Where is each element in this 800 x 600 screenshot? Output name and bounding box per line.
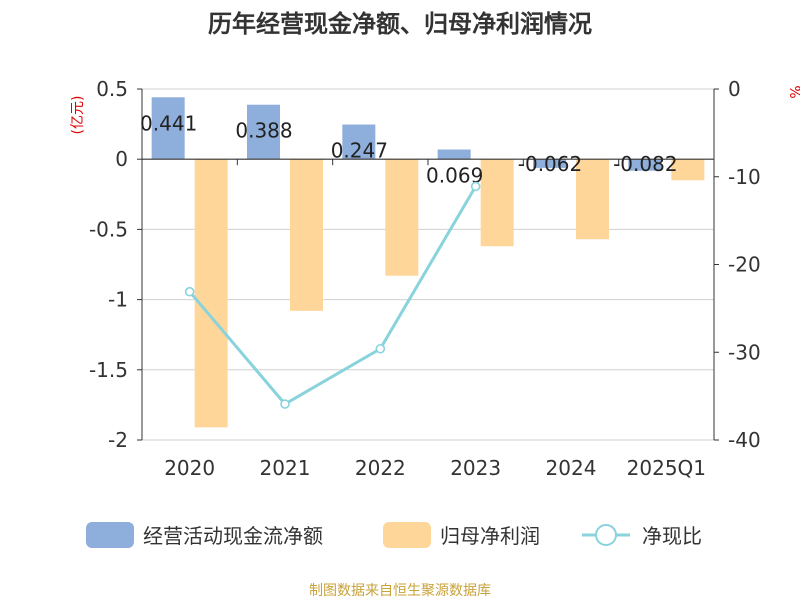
right-tick-label: 0: [728, 77, 741, 101]
bar-cash-2021: [247, 104, 280, 160]
category-label: 2024: [546, 456, 597, 480]
line-ratio: [188, 185, 477, 406]
left-tick-label: -1: [108, 288, 128, 312]
data-label-cash: 0.441: [140, 111, 197, 135]
chart-title: 历年经营现金净额、归母净利润情况: [208, 10, 592, 38]
right-tick-label: -20: [728, 253, 761, 277]
point-ratio-2020: [184, 286, 195, 297]
bar-cash-2025Q1: [628, 159, 662, 171]
data-label-cash: 0.388: [235, 119, 292, 143]
category-label: 2020: [164, 456, 215, 480]
bar-profit-2020: [194, 159, 228, 428]
bar-profit-2021: [290, 159, 323, 311]
right-tick-label: -10: [728, 165, 761, 189]
right-tick-label: -40: [728, 428, 761, 452]
bar-profit-2025Q1: [671, 159, 705, 181]
data-label-cash: 0.247: [331, 139, 388, 163]
source-note: 制图数据来自恒生聚源数据库: [309, 583, 491, 599]
category-label: 2021: [260, 456, 311, 480]
right-tick-label: -30: [728, 340, 761, 364]
legend: 经营活动现金流净额 归母净利润 净现比: [86, 522, 702, 548]
category-label: 2022: [355, 456, 406, 480]
legend-label-ratio: 净现比: [642, 524, 702, 548]
bar-cash-2023: [437, 149, 471, 160]
bar-profit-2023: [480, 159, 514, 247]
legend-swatch-cash: [86, 522, 134, 548]
point-ratio-2023: [470, 181, 481, 192]
left-axis-unit: (亿元): [70, 96, 86, 135]
left-tick-label: -1.5: [89, 358, 128, 382]
legend-label-profit: 归母净利润: [440, 524, 540, 548]
left-tick-label: 0: [115, 147, 128, 171]
legend-marker-ratio: [595, 524, 617, 546]
point-ratio-2021: [280, 399, 290, 409]
left-tick-label: 0.5: [96, 77, 128, 101]
right-axis-unit: %: [786, 85, 800, 98]
bar-profit-2022: [385, 159, 419, 276]
category-label: 2025Q1: [627, 456, 706, 480]
legend-swatch-profit: [383, 522, 431, 548]
bar-profit-2024: [576, 159, 609, 240]
bar-cash-2020: [151, 97, 185, 160]
legend-label-cash: 经营活动现金流净额: [143, 524, 323, 548]
data-label-cash: -0.082: [613, 152, 677, 176]
data-label-cash: -0.062: [518, 152, 582, 176]
bar-cash-2024: [533, 159, 566, 168]
category-label: 2023: [450, 456, 501, 480]
plot-area: 0.50-0.5-1-1.5-20-10-20-30-400.441 0.3880…: [89, 77, 761, 480]
point-ratio-2022: [375, 343, 386, 354]
bar-cash-2022: [342, 124, 376, 160]
left-tick-label: -0.5: [89, 217, 128, 241]
left-tick-label: -2: [108, 428, 128, 452]
